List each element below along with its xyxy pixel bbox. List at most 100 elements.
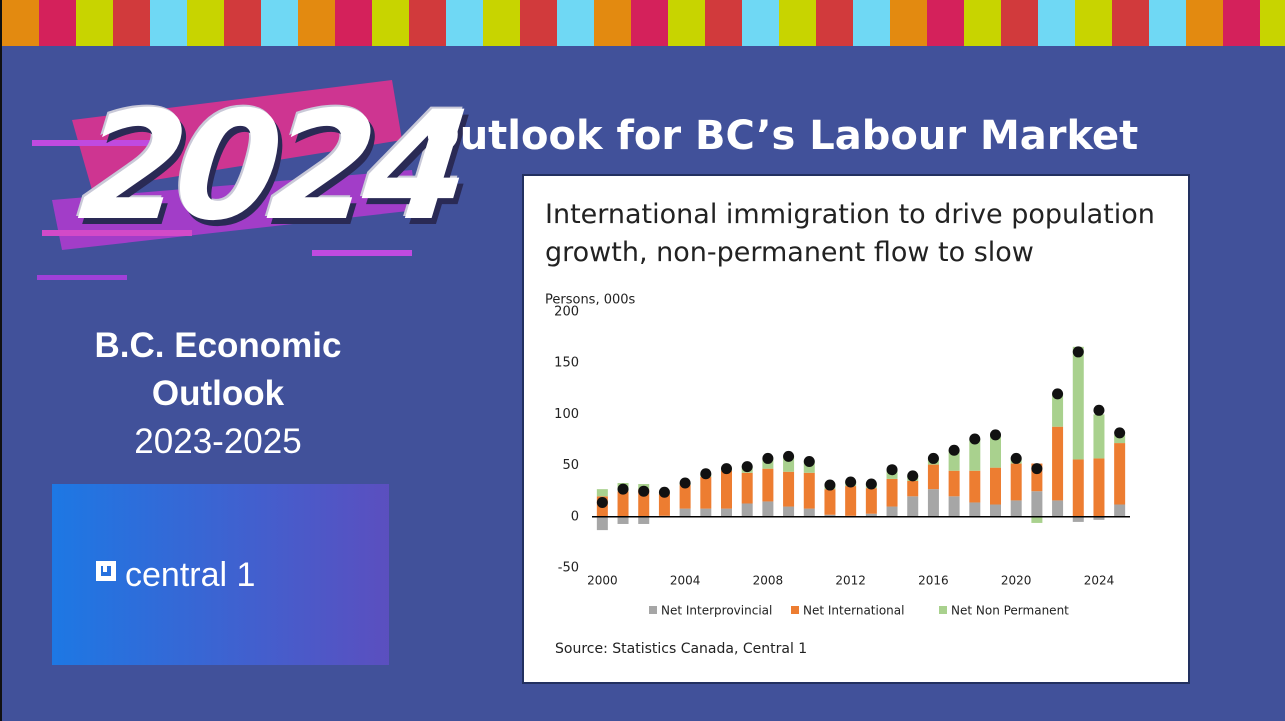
bar-segment (1114, 443, 1126, 505)
bar-segment (865, 513, 877, 517)
brand-name: central 1 (125, 556, 256, 594)
y-tick-label: 50 (562, 458, 579, 473)
bar-segment (596, 489, 608, 497)
total-dot (969, 433, 981, 445)
bar-segment (969, 470, 981, 503)
bar-segment (845, 486, 857, 516)
slide-title: Outlook for BC’s Labour Market (425, 113, 1139, 159)
bar-segment (1031, 491, 1043, 517)
total-dot (783, 450, 795, 462)
bar-segment (1031, 516, 1043, 523)
bar-segment (1072, 346, 1084, 460)
total-dot (1052, 388, 1064, 400)
bar-segment (907, 496, 919, 517)
bar-segment (803, 472, 815, 509)
total-dot (1072, 346, 1084, 358)
bar-segment (865, 488, 877, 514)
total-dot (721, 463, 732, 475)
bar-segment (762, 468, 774, 502)
legend-label: Net Interprovincial (661, 604, 772, 618)
bar-segment (741, 503, 753, 517)
x-tick-label: 2020 (1001, 574, 1032, 588)
y-tick-label: -50 (558, 561, 579, 576)
bar-segment (824, 514, 836, 517)
total-dot (762, 452, 774, 464)
bar-segment (596, 516, 608, 531)
bar-segment (907, 480, 919, 497)
legend-swatch (791, 606, 799, 614)
side-heading: B.C. Economic Outlook (94, 326, 342, 413)
y-tick-label: 200 (554, 305, 579, 320)
total-dot (658, 486, 670, 498)
legend-swatch (939, 606, 947, 614)
bar-segment (783, 456, 795, 472)
total-dot (886, 464, 898, 476)
bar-segment (741, 472, 753, 504)
x-tick-label: 2016 (918, 574, 949, 588)
bar-segment (824, 489, 836, 515)
total-dot (803, 456, 815, 468)
bar-segment (638, 489, 650, 517)
y-tick-label: 150 (554, 356, 579, 371)
total-dot (1114, 427, 1126, 439)
bar-segment (1093, 516, 1105, 520)
total-dot (596, 496, 608, 508)
chart-title: International immigration to drive popul… (545, 199, 1155, 268)
bar-segment (969, 502, 981, 517)
bar-segment (1093, 458, 1105, 517)
total-dot (1010, 452, 1022, 464)
bar-segment (948, 470, 960, 497)
bar-segment (1093, 414, 1105, 459)
x-tick-label: 2000 (587, 574, 618, 588)
bar-segment (700, 508, 712, 517)
side-years: 2023-2025 (134, 422, 302, 461)
legend-swatch (649, 606, 657, 614)
bar-segment (1114, 434, 1126, 444)
logo-background (32, 80, 417, 280)
total-dot (845, 476, 857, 488)
bar-segment (948, 496, 960, 517)
y-tick-label: 100 (554, 407, 579, 422)
source-note: Source: Statistics Canada, Central 1 (555, 641, 807, 657)
total-dot (700, 468, 712, 480)
bar-segment (679, 508, 691, 517)
total-dot (948, 444, 960, 456)
bar-segment (783, 471, 795, 507)
bar-segment (1114, 504, 1126, 517)
total-dot (990, 429, 1001, 441)
total-dot (865, 478, 877, 490)
bar-segment (1052, 500, 1064, 517)
x-tick-label: 2012 (835, 574, 866, 588)
bar-segment (1072, 516, 1084, 522)
bar-segment (1010, 500, 1022, 517)
bar-segment (658, 494, 670, 516)
bar-segment (1052, 393, 1064, 427)
bar-segment (1052, 426, 1064, 501)
chart-panel: International immigration to drive popul… (522, 174, 1190, 684)
bar-segment (969, 438, 981, 471)
bar-segment (803, 508, 815, 517)
brand-box (52, 484, 389, 665)
total-dot (907, 470, 919, 482)
total-dot (1093, 404, 1105, 416)
y-tick-label: 0 (571, 509, 579, 524)
x-tick-label: 2008 (753, 574, 784, 588)
x-tick-label: 2004 (670, 574, 701, 588)
bar-segment (638, 516, 650, 524)
bar-segment (948, 450, 960, 471)
brand-icon (96, 561, 116, 581)
legend-label: Net Non Permanent (951, 604, 1069, 618)
bar-segment (927, 489, 939, 517)
bar-segment (721, 470, 732, 509)
color-stripe (2, 0, 1285, 46)
bar-segment (1010, 463, 1022, 501)
total-dot (824, 479, 836, 491)
bar-segment (886, 506, 898, 517)
bar-segment (1031, 463, 1043, 492)
total-dot (927, 452, 939, 464)
bar-segment (990, 434, 1001, 468)
bar-segment (679, 485, 691, 509)
bar-segment (990, 467, 1001, 505)
total-dot (617, 483, 629, 495)
